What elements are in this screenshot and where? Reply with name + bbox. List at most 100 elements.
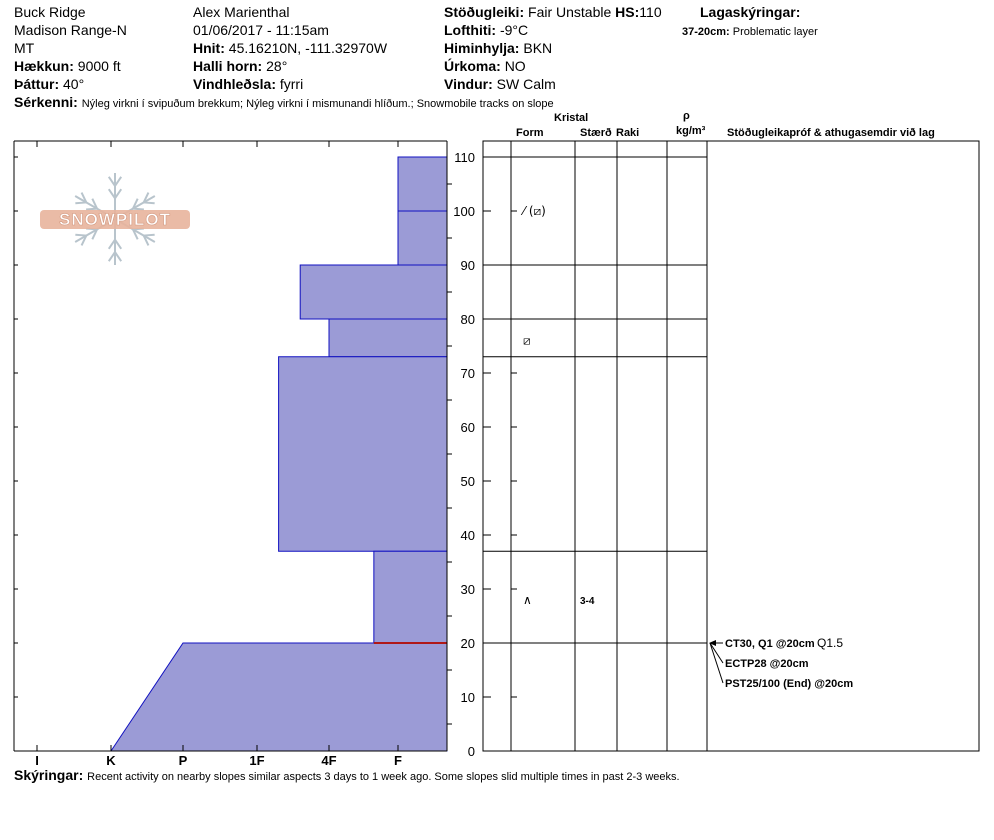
test-pointer-line xyxy=(709,642,724,664)
snowflake-branch xyxy=(75,201,87,205)
elevation-value: 9000 ft xyxy=(77,58,121,74)
hardness-layer xyxy=(299,264,448,320)
stability-row: Stöðugleiki: Fair Unstable HS:110 xyxy=(444,4,662,20)
legend-title: Lagaskýringar: xyxy=(700,4,801,20)
density-unit-header: kg/m³ xyxy=(676,125,706,137)
wind-loading-row: Vindhleðsla: fyrri xyxy=(193,76,303,92)
wind-loading-label: Vindhleðsla: xyxy=(193,76,276,92)
depth-tick-label: 10 xyxy=(461,690,475,705)
range-name: Madison Range-N xyxy=(14,22,127,38)
size-header: Stærð xyxy=(580,127,612,139)
legend-key: 37-20cm: xyxy=(682,26,730,38)
snowflake-branch xyxy=(91,198,98,210)
hardness-tick-label: F xyxy=(394,753,402,768)
sky-value: BKN xyxy=(523,40,553,56)
precip-value: NO xyxy=(504,58,526,74)
state-name: MT xyxy=(14,40,35,56)
moisture-header: Raki xyxy=(616,127,640,139)
elevation-label: Hækkun: xyxy=(14,58,74,74)
rho-header: ρ xyxy=(683,110,690,122)
slope-value: 28° xyxy=(266,58,288,74)
snowflake-branch xyxy=(143,201,155,205)
snowflake-branch xyxy=(80,192,88,203)
crystal-form-symbol: ⁄ (⧄) xyxy=(520,204,546,218)
crystal-size-value: 3-4 xyxy=(580,596,595,607)
slope-label: Halli horn: xyxy=(193,58,263,74)
crystal-form-symbol: ⧄ xyxy=(523,334,531,348)
crystal-header: Kristal xyxy=(554,112,589,124)
legend-entry: 37-20cm: Problematic layer xyxy=(682,24,818,40)
aspect-value: 40° xyxy=(63,76,85,92)
stability-test-extra: Q1.5 xyxy=(817,636,843,650)
location-name: Buck Ridge xyxy=(14,4,86,20)
stability-label: Stöðugleiki: xyxy=(444,4,525,20)
snowflake-branch xyxy=(132,207,144,211)
hardness-tick-label: 1F xyxy=(249,753,264,768)
depth-tick-label: 80 xyxy=(461,312,475,327)
depth-tick-label: 30 xyxy=(461,582,475,597)
precip-label: Úrkoma: xyxy=(444,58,501,74)
hs-label: HS: xyxy=(615,4,640,20)
features-label: Sérkenni: xyxy=(14,94,78,110)
wind-row: Vindur: SW Calm xyxy=(444,76,556,92)
logo-banner xyxy=(40,210,190,229)
snowflake-branch xyxy=(114,239,123,250)
depth-tick-label: 110 xyxy=(454,150,475,165)
air-temp-label: Lofthiti: xyxy=(444,22,497,38)
depth-tick-label: 50 xyxy=(461,474,475,489)
stability-test-label: PST25/100 (End) @20cm xyxy=(725,678,853,690)
coords-label: Hnit: xyxy=(193,40,225,56)
test-pointer-line xyxy=(709,642,724,684)
depth-tick-label: 90 xyxy=(461,258,475,273)
snowflake-branch xyxy=(75,233,87,237)
crystal-table-frame xyxy=(482,140,980,752)
stability-test-label: CT30, Q1 @20cm xyxy=(725,638,815,650)
snowflake-branch xyxy=(107,239,116,250)
hardness-layer xyxy=(397,210,448,266)
snowflake-branch xyxy=(107,251,116,262)
comments-row: Skýringar: Recent activity on nearby slo… xyxy=(14,767,680,785)
observer-name: Alex Marienthal xyxy=(193,4,290,20)
comments-label: Skýringar: xyxy=(14,767,84,783)
snowflake-branch xyxy=(142,192,150,203)
wind-label: Vindur: xyxy=(444,76,493,92)
hardness-tick-label: P xyxy=(179,753,188,768)
sky-label: Himinhylja: xyxy=(444,40,520,56)
aspect-label: Þáttur: xyxy=(14,76,60,92)
crystal-form-symbol: ∧ xyxy=(523,593,532,607)
sky-row: Himinhylja: BKN xyxy=(444,40,552,56)
features-value: Nýleg virkni í svipuðum brekkum; Nýleg v… xyxy=(81,98,554,110)
snowflake-branch xyxy=(132,228,139,240)
snowflake-branch xyxy=(132,198,139,210)
features-row: Sérkenni: Nýleg virkni í svipuðum brekku… xyxy=(14,94,554,112)
hardness-tick-label: 4F xyxy=(321,753,336,768)
snowflake-branch xyxy=(107,188,116,199)
snowflake-branch xyxy=(143,233,155,237)
snowflake-branch xyxy=(114,176,123,187)
wind-loading-value: fyrri xyxy=(279,76,304,92)
snowflake-branch xyxy=(114,188,123,199)
tests-header: Stöðugleikapróf & athugasemdir við lag xyxy=(727,127,935,139)
depth-tick-label: 20 xyxy=(461,636,475,651)
slope-row: Halli horn: 28° xyxy=(193,58,287,74)
test-arrow-head xyxy=(709,640,716,646)
snowpilot-logo: SNOWPILOT xyxy=(40,173,190,265)
precip-row: Úrkoma: NO xyxy=(444,58,526,74)
hardness-layer xyxy=(278,356,448,552)
wind-value: SW Calm xyxy=(496,76,556,92)
aspect-row: Þáttur: 40° xyxy=(14,76,84,92)
hardness-layer xyxy=(110,642,448,752)
hardness-tick-label: K xyxy=(106,753,116,768)
snowflake-branch xyxy=(86,207,98,211)
snowflake-branch xyxy=(142,235,150,246)
depth-tick-label: 100 xyxy=(453,204,475,219)
snowflake-branch xyxy=(91,228,98,240)
form-header: Form xyxy=(516,127,544,139)
comments-value: Recent activity on nearby slopes similar… xyxy=(87,771,680,783)
depth-tick-label: 60 xyxy=(461,420,475,435)
hs-value: 110 xyxy=(639,4,662,20)
logo-text: SNOWPILOT xyxy=(59,210,171,229)
legend-value: Problematic layer xyxy=(732,26,818,38)
hardness-layer xyxy=(373,550,448,644)
